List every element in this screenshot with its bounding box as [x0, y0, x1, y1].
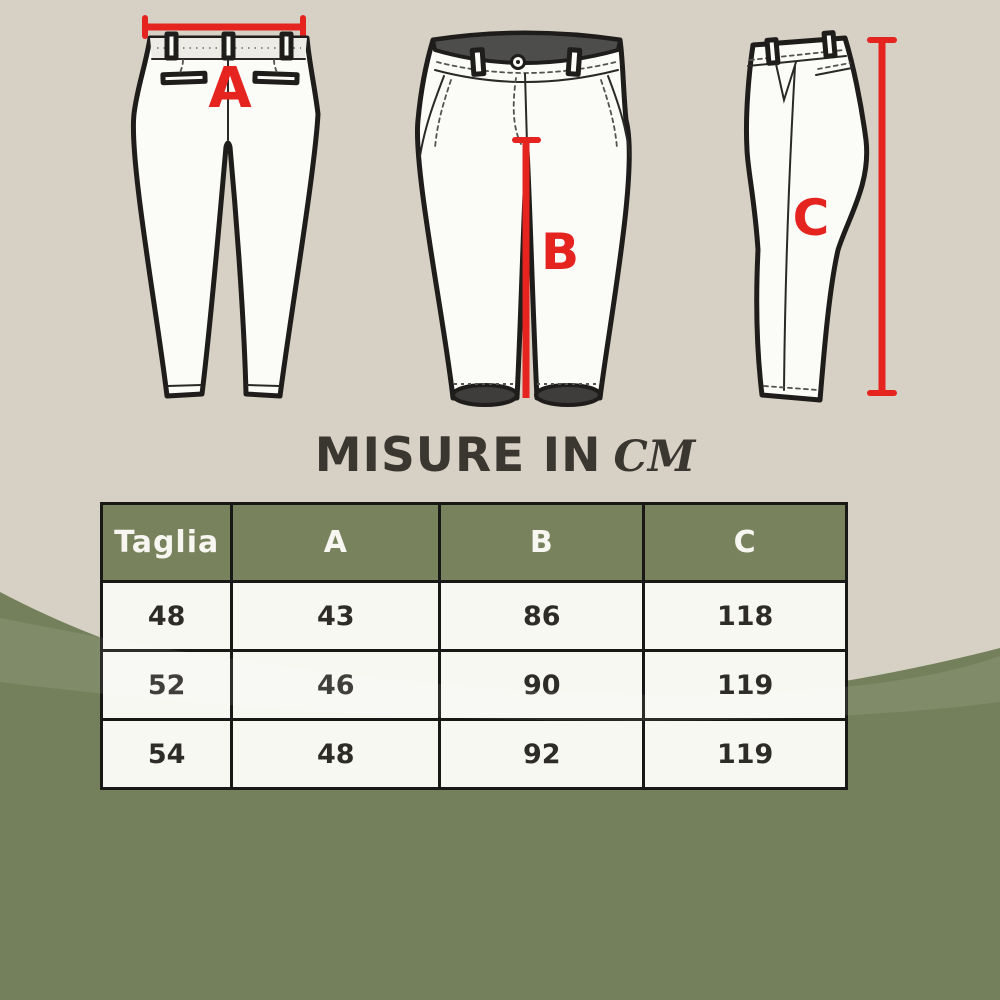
table-header-cell: A	[230, 502, 442, 583]
waist-measure-line-a	[142, 15, 306, 39]
belt-loop	[164, 31, 179, 61]
belt-loop	[221, 31, 236, 61]
table-cell: 54	[99, 718, 234, 790]
hem-opening	[534, 383, 602, 407]
belt-loop	[764, 37, 781, 66]
table-cell: 92	[438, 718, 646, 790]
title-unit: CM	[613, 432, 696, 482]
measure-label-b: B	[540, 223, 580, 281]
table-row: 52 46 90 119	[99, 649, 848, 721]
table-cell: 119	[642, 649, 848, 721]
page-title: MISURE IN CM	[0, 428, 1000, 483]
outseam-measure-line-c	[867, 37, 897, 396]
front-pocket	[419, 75, 445, 157]
table-header-cell: Taglia	[99, 502, 234, 583]
table-header-row: Taglia A B C	[99, 502, 848, 583]
table-row: 48 43 86 118	[99, 580, 848, 652]
table-cell: 46	[230, 649, 442, 721]
back-pocket	[815, 67, 853, 76]
pants-side-view-drawing	[732, 22, 967, 407]
table-cell: 118	[642, 580, 848, 652]
table-cell: 48	[230, 718, 442, 790]
table-cell: 48	[99, 580, 234, 652]
title-text: MISURE IN	[314, 428, 602, 483]
back-pocket	[252, 70, 300, 86]
belt-loop	[565, 47, 583, 77]
size-table: Taglia A B C 48 43 86 118 52 46 90 119 54 48 92 119	[99, 502, 848, 790]
hem-opening	[451, 383, 519, 407]
table-row: 54 48 92 119	[99, 718, 848, 790]
back-pocket	[160, 70, 208, 86]
table-cell: 43	[230, 580, 442, 652]
pants-back-view-drawing	[113, 12, 328, 417]
table-cell: 90	[438, 649, 646, 721]
belt-loop	[821, 30, 838, 59]
table-header-cell: B	[438, 502, 646, 583]
measure-label-a: A	[208, 56, 252, 121]
inseam-measure-line-b	[512, 137, 541, 398]
table-header-cell: C	[642, 502, 848, 583]
table-cell: 119	[642, 718, 848, 790]
table-cell: 86	[438, 580, 646, 652]
measure-label-c: C	[792, 189, 830, 247]
table-body: 48 43 86 118 52 46 90 119 54 48 92 119	[99, 580, 848, 790]
table-cell: 52	[99, 649, 234, 721]
belt-loop	[279, 31, 294, 61]
front-pocket	[607, 75, 631, 157]
belt-loop	[469, 47, 487, 77]
pants-front-view-drawing	[412, 18, 632, 413]
